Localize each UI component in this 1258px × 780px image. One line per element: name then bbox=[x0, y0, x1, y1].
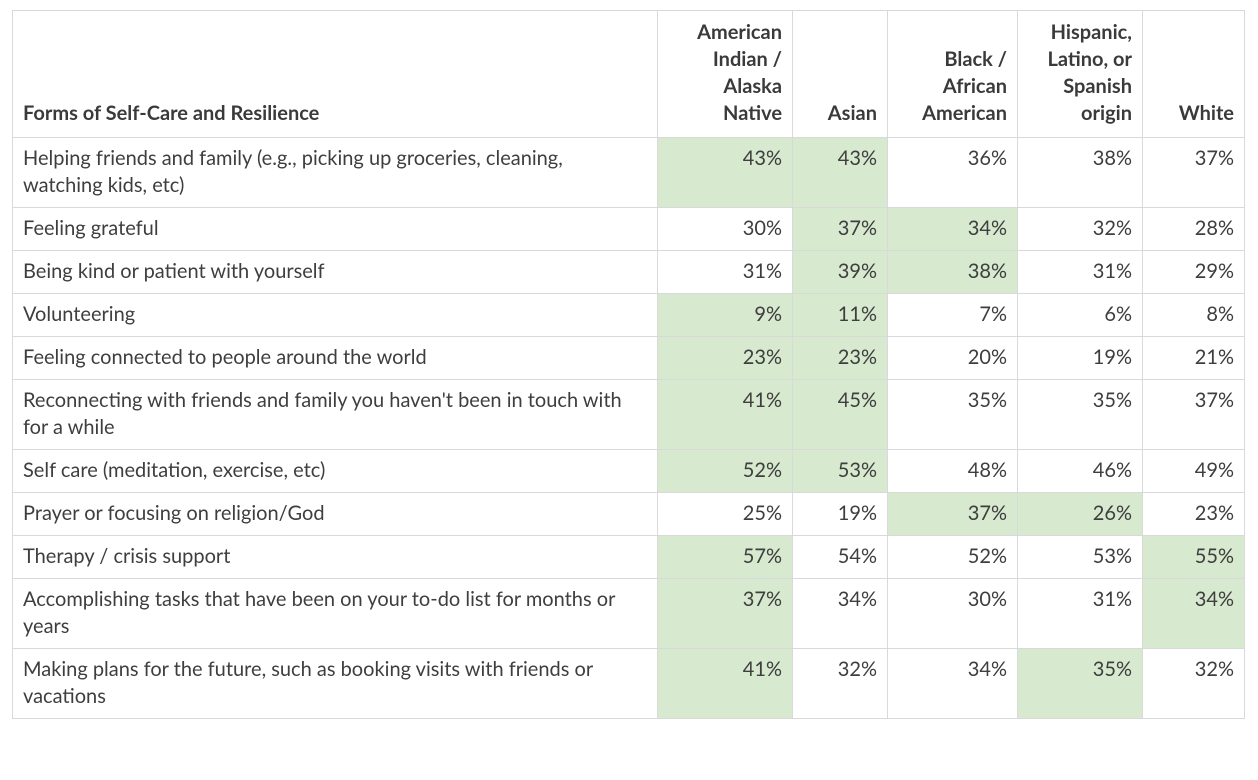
cell-value: 54% bbox=[793, 536, 888, 579]
table-body: Helping friends and family (e.g., pickin… bbox=[13, 138, 1245, 719]
col-header-white: White bbox=[1143, 11, 1245, 138]
table-row: Feeling grateful30%37%34%32%28% bbox=[13, 208, 1245, 251]
cell-value: 35% bbox=[1018, 649, 1143, 719]
cell-value: 55% bbox=[1143, 536, 1245, 579]
cell-value: 53% bbox=[793, 450, 888, 493]
row-label: Feeling connected to people around the w… bbox=[13, 337, 658, 380]
cell-value: 23% bbox=[658, 337, 793, 380]
col-header-aian: American Indian / Alaska Native bbox=[658, 11, 793, 138]
cell-value: 37% bbox=[888, 493, 1018, 536]
cell-value: 23% bbox=[793, 337, 888, 380]
cell-value: 57% bbox=[658, 536, 793, 579]
col-header-hispanic: Hispanic, Latino, or Spanish origin bbox=[1018, 11, 1143, 138]
cell-value: 31% bbox=[1018, 579, 1143, 649]
table-row: Helping friends and family (e.g., pickin… bbox=[13, 138, 1245, 208]
cell-value: 43% bbox=[658, 138, 793, 208]
cell-value: 52% bbox=[888, 536, 1018, 579]
col-header-black: Black / African American bbox=[888, 11, 1018, 138]
cell-value: 32% bbox=[793, 649, 888, 719]
col-header-asian: Asian bbox=[793, 11, 888, 138]
cell-value: 35% bbox=[1018, 380, 1143, 450]
table-row: Making plans for the future, such as boo… bbox=[13, 649, 1245, 719]
row-label: Being kind or patient with yourself bbox=[13, 251, 658, 294]
table-row: Prayer or focusing on religion/God25%19%… bbox=[13, 493, 1245, 536]
cell-value: 48% bbox=[888, 450, 1018, 493]
cell-value: 19% bbox=[793, 493, 888, 536]
cell-value: 30% bbox=[888, 579, 1018, 649]
cell-value: 19% bbox=[1018, 337, 1143, 380]
cell-value: 8% bbox=[1143, 294, 1245, 337]
cell-value: 52% bbox=[658, 450, 793, 493]
cell-value: 39% bbox=[793, 251, 888, 294]
cell-value: 34% bbox=[888, 649, 1018, 719]
cell-value: 21% bbox=[1143, 337, 1245, 380]
cell-value: 34% bbox=[1143, 579, 1245, 649]
row-label: Making plans for the future, such as boo… bbox=[13, 649, 658, 719]
cell-value: 31% bbox=[1018, 251, 1143, 294]
cell-value: 20% bbox=[888, 337, 1018, 380]
cell-value: 30% bbox=[658, 208, 793, 251]
cell-value: 6% bbox=[1018, 294, 1143, 337]
cell-value: 49% bbox=[1143, 450, 1245, 493]
cell-value: 45% bbox=[793, 380, 888, 450]
cell-value: 38% bbox=[1018, 138, 1143, 208]
cell-value: 32% bbox=[1018, 208, 1143, 251]
row-label: Feeling grateful bbox=[13, 208, 658, 251]
cell-value: 34% bbox=[793, 579, 888, 649]
cell-value: 31% bbox=[658, 251, 793, 294]
table-row: Volunteering9%11%7%6%8% bbox=[13, 294, 1245, 337]
cell-value: 46% bbox=[1018, 450, 1143, 493]
table-row: Reconnecting with friends and family you… bbox=[13, 380, 1245, 450]
cell-value: 43% bbox=[793, 138, 888, 208]
cell-value: 53% bbox=[1018, 536, 1143, 579]
cell-value: 37% bbox=[658, 579, 793, 649]
row-label: Therapy / crisis support bbox=[13, 536, 658, 579]
table-row: Feeling connected to people around the w… bbox=[13, 337, 1245, 380]
table-row: Therapy / crisis support57%54%52%53%55% bbox=[13, 536, 1245, 579]
cell-value: 28% bbox=[1143, 208, 1245, 251]
cell-value: 41% bbox=[658, 380, 793, 450]
row-label: Volunteering bbox=[13, 294, 658, 337]
cell-value: 11% bbox=[793, 294, 888, 337]
row-label: Prayer or focusing on religion/God bbox=[13, 493, 658, 536]
self-care-table: Forms of Self-Care and Resilience Americ… bbox=[12, 10, 1245, 719]
row-label: Helping friends and family (e.g., pickin… bbox=[13, 138, 658, 208]
table-row: Accomplishing tasks that have been on yo… bbox=[13, 579, 1245, 649]
cell-value: 35% bbox=[888, 380, 1018, 450]
cell-value: 41% bbox=[658, 649, 793, 719]
table-row: Being kind or patient with yourself31%39… bbox=[13, 251, 1245, 294]
cell-value: 9% bbox=[658, 294, 793, 337]
cell-value: 23% bbox=[1143, 493, 1245, 536]
cell-value: 37% bbox=[793, 208, 888, 251]
table-row: Self care (meditation, exercise, etc)52%… bbox=[13, 450, 1245, 493]
cell-value: 37% bbox=[1143, 380, 1245, 450]
col-header-forms: Forms of Self-Care and Resilience bbox=[13, 11, 658, 138]
cell-value: 32% bbox=[1143, 649, 1245, 719]
row-label: Self care (meditation, exercise, etc) bbox=[13, 450, 658, 493]
row-label: Reconnecting with friends and family you… bbox=[13, 380, 658, 450]
cell-value: 38% bbox=[888, 251, 1018, 294]
cell-value: 26% bbox=[1018, 493, 1143, 536]
cell-value: 7% bbox=[888, 294, 1018, 337]
cell-value: 29% bbox=[1143, 251, 1245, 294]
cell-value: 36% bbox=[888, 138, 1018, 208]
cell-value: 25% bbox=[658, 493, 793, 536]
table-header: Forms of Self-Care and Resilience Americ… bbox=[13, 11, 1245, 138]
cell-value: 34% bbox=[888, 208, 1018, 251]
row-label: Accomplishing tasks that have been on yo… bbox=[13, 579, 658, 649]
cell-value: 37% bbox=[1143, 138, 1245, 208]
